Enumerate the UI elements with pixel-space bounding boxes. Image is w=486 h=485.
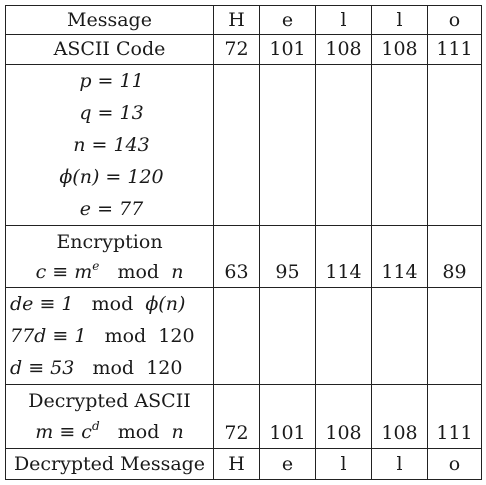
empty-cell [427,287,482,385]
decrypted-ascii-value: 111 [427,384,482,449]
param-e: e = 77 [79,198,144,220]
encryption-title: Encryption [56,230,163,253]
key-line-1-lhs: de ≡ 1 [10,293,74,315]
decryption-key-cell: de ≡ 1 mod ϕ(n) 77d ≡ 1 mod 120 d ≡ 53 m… [5,287,214,385]
cipher-value: 89 [427,225,482,288]
key-line-3-mod: mod [92,357,135,379]
decrypted-ascii-value: 108 [371,384,428,449]
decrypted-letter: o [427,448,482,480]
cipher-value: 63 [213,225,260,288]
encryption-formula-mod: mod [117,260,160,283]
decryption-key-row: de ≡ 1 mod ϕ(n) 77d ≡ 1 mod 120 d ≡ 53 m… [5,287,482,385]
empty-cell [315,287,372,385]
decrypted-ascii-value: 72 [213,384,260,449]
key-line-3-rhs: 120 [146,357,183,379]
encryption-formula-var: n [171,260,184,283]
empty-cell [259,287,316,385]
decrypted-ascii-cell: Decrypted ASCII m ≡ cd mod n [5,384,214,449]
parameters-row: p = 11 q = 13 n = 143 ϕ(n) = 120 e = 77 [5,64,482,226]
key-line-2-rhs: 120 [158,325,195,347]
decrypted-formula-lhs: m ≡ c [35,420,92,443]
empty-cell [427,64,482,226]
encryption-formula: c ≡ me mod n [6,257,213,287]
ascii-value: 108 [315,34,372,65]
message-letter: l [371,5,428,35]
decrypted-ascii-formula: m ≡ cd mod n [6,417,213,448]
ascii-value: 111 [427,34,482,65]
encryption-formula-exponent: e [92,258,100,273]
empty-cell [371,64,428,226]
key-line-1: de ≡ 1 mod ϕ(n) [6,288,213,320]
key-line-3: d ≡ 53 mod 120 [6,352,213,384]
key-line-2-lhs: 77d ≡ 1 [10,325,87,347]
cipher-value: 95 [259,225,316,288]
decrypted-formula-mod: mod [117,420,160,443]
ascii-label: ASCII Code [5,34,214,65]
encryption-formula-lhs: c ≡ m [35,260,93,283]
decrypted-ascii-value: 108 [315,384,372,449]
empty-cell [259,64,316,226]
message-label: Message [5,5,214,35]
decrypted-message-row: Decrypted Message H e l l o [5,448,482,480]
empty-cell [371,287,428,385]
message-letter: H [213,5,260,35]
decrypted-letter: H [213,448,260,480]
key-line-2-mod: mod [104,325,147,347]
key-line-1-rhs: ϕ(n) [145,293,186,315]
decrypted-message-label: Decrypted Message [5,448,214,480]
rsa-example-table: Message H e l l o ASCII Code 72 101 108 … [5,5,482,480]
decrypted-letter: l [371,448,428,480]
key-line-1-mod: mod [91,293,134,315]
key-line-2: 77d ≡ 1 mod 120 [6,320,213,352]
message-row: Message H e l l o [5,5,482,35]
ascii-value: 101 [259,34,316,65]
empty-cell [315,64,372,226]
empty-cell [213,64,260,226]
cipher-value: 114 [371,225,428,288]
param-phi: ϕ(n) = 120 [59,166,164,188]
empty-cell [213,287,260,385]
message-letter: l [315,5,372,35]
message-letter: e [259,5,316,35]
cipher-value: 114 [315,225,372,288]
ascii-value: 72 [213,34,260,65]
encryption-row: Encryption c ≡ me mod n 63 95 114 114 89 [5,225,482,288]
param-q: q = 13 [79,102,144,124]
ascii-value: 108 [371,34,428,65]
key-line-3-lhs: d ≡ 53 [10,357,75,379]
decrypted-ascii-value: 101 [259,384,316,449]
encryption-cell: Encryption c ≡ me mod n [5,225,214,288]
parameters-cell: p = 11 q = 13 n = 143 ϕ(n) = 120 e = 77 [5,64,214,226]
ascii-row: ASCII Code 72 101 108 108 111 [5,34,482,65]
param-n: n = 143 [73,134,150,156]
decrypted-formula-exponent: d [91,418,100,433]
decrypted-formula-var: n [171,420,184,443]
decrypted-letter: l [315,448,372,480]
decrypted-letter: e [259,448,316,480]
decrypted-ascii-row: Decrypted ASCII m ≡ cd mod n 72 101 108 … [5,384,482,449]
decrypted-ascii-title: Decrypted ASCII [28,389,191,412]
message-letter: o [427,5,482,35]
param-p: p = 11 [79,70,144,92]
